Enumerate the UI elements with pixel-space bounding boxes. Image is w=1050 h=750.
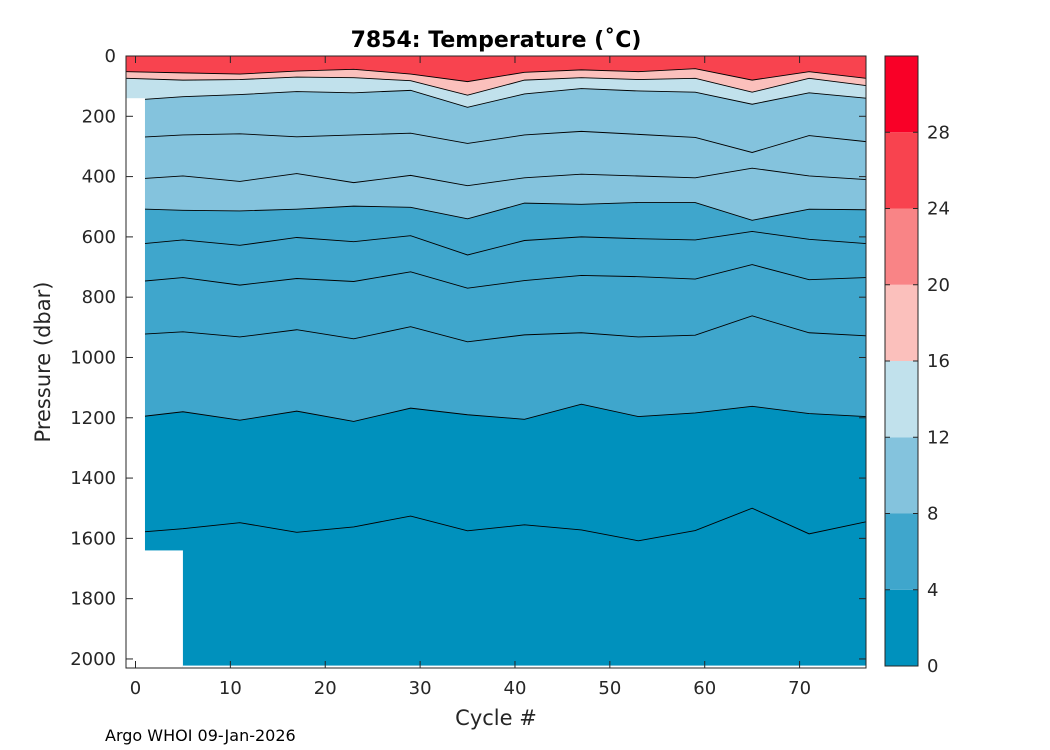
contour-2c <box>126 507 866 542</box>
contour-lines <box>126 68 866 542</box>
colorbar-tick-label: 28 <box>927 122 950 143</box>
temperature-bands <box>126 56 866 668</box>
chart-title: 7854: Temperature (˚C) <box>351 28 642 53</box>
x-tick-label: 70 <box>788 678 811 699</box>
colorbar-tick-label: 4 <box>927 580 938 601</box>
x-tick-label: 40 <box>504 678 527 699</box>
colorbar-tick-label: 0 <box>927 656 938 677</box>
colorbar-tick-label: 20 <box>927 275 950 296</box>
contour-4c <box>126 403 866 422</box>
colorbar-segment <box>885 361 918 438</box>
colorbar-ticks: 0 4 8 12 16 20 24 28 <box>885 122 950 677</box>
colorbar-tick-label: 8 <box>927 504 938 525</box>
colorbar-tick-label: 12 <box>927 427 950 448</box>
contour-24c <box>126 68 866 83</box>
contour-8c <box>126 202 866 221</box>
band-above-24c <box>126 56 866 82</box>
contour-5c <box>126 315 866 343</box>
no-data-masks <box>126 98 866 668</box>
y-tick-label: 800 <box>82 287 116 308</box>
x-tick-label: 10 <box>219 678 242 699</box>
colorbar-segment <box>885 437 918 514</box>
y-tick-label: 0 <box>105 46 116 67</box>
colorbar-segment <box>885 284 918 361</box>
colorbar-tick-label: 24 <box>927 199 950 220</box>
contour-7c <box>126 231 866 256</box>
no-data-bottom-edge <box>182 665 866 668</box>
colorbar-segments <box>885 56 918 666</box>
colorbar-tick-label: 16 <box>927 351 950 372</box>
x-axis-label: Cycle # <box>455 706 537 730</box>
plot-frame <box>125 55 867 669</box>
colorbar-segment <box>885 132 918 209</box>
x-tick-label: 60 <box>693 678 716 699</box>
contour-11c <box>126 130 866 153</box>
contour-10c <box>126 167 866 187</box>
no-data-first-cycle <box>126 98 145 668</box>
y-tick-label: 1600 <box>70 528 116 549</box>
y-axis: 0 200 400 600 800 1000 1200 1400 1600 1800 2000 <box>70 46 866 670</box>
y-tick-label: 1200 <box>70 408 116 429</box>
x-tick-label: 0 <box>130 678 141 699</box>
contour-16c <box>126 76 866 96</box>
colorbar-segment <box>885 208 918 285</box>
colorbar-segment <box>885 589 918 666</box>
x-tick-label: 30 <box>409 678 432 699</box>
contour-6c <box>126 264 866 289</box>
x-tick-label: 50 <box>598 678 621 699</box>
y-tick-label: 2000 <box>70 649 116 670</box>
y-tick-label: 1000 <box>70 347 116 368</box>
x-axis: 0 10 20 30 40 50 60 70 <box>130 56 811 699</box>
x-tick-label: 20 <box>314 678 337 699</box>
colorbar-segment <box>885 513 918 590</box>
footer-credit: Argo WHOI 09-Jan-2026 <box>105 726 296 745</box>
contour-12c <box>126 88 866 108</box>
y-tick-label: 1400 <box>70 468 116 489</box>
plot-area <box>125 55 867 669</box>
y-tick-label: 1800 <box>70 589 116 610</box>
y-tick-label: 600 <box>82 227 116 248</box>
y-tick-label: 400 <box>82 167 116 188</box>
y-axis-label: Pressure (dbar) <box>31 282 55 443</box>
colorbar-segment <box>885 56 918 133</box>
y-tick-label: 200 <box>82 106 116 127</box>
colorbar: 0 4 8 12 16 20 24 28 <box>884 55 950 677</box>
